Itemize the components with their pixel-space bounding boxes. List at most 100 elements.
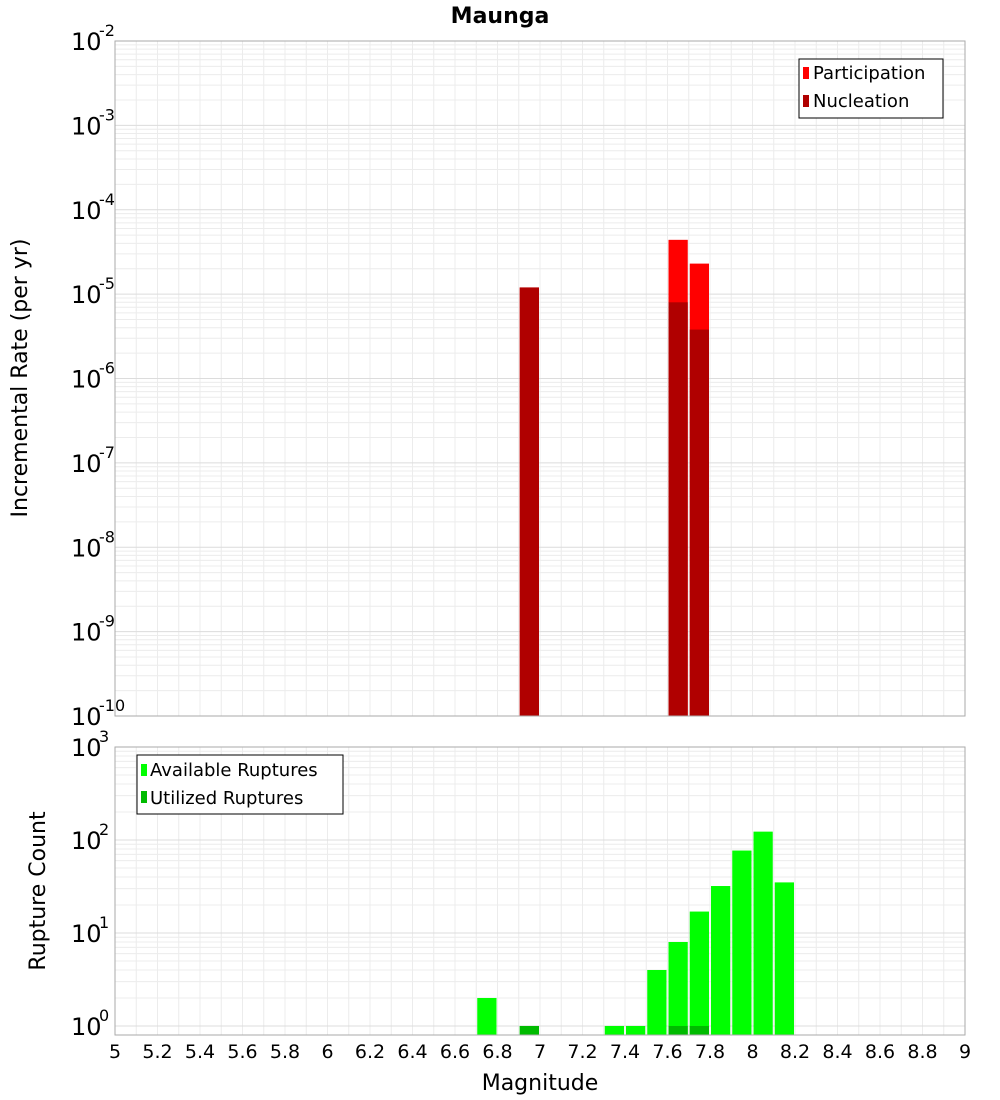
svg-text:-10: -10: [99, 696, 125, 715]
bottom-y-tick-label: 103: [71, 727, 109, 762]
x-tick-label: 6.4: [397, 1041, 427, 1063]
x-axis-ticks: 5 5.2 5.4 5.6 5.8 6 6.2 6.4 6.6 6.8 7 7.2 7.4 7.6 7.8 8…: [109, 1041, 971, 1063]
bottom-legend-box: [136, 754, 344, 815]
svg-text:10: 10: [71, 281, 102, 309]
top-bar-nucleation: [668, 302, 688, 716]
x-tick-label: 7.2: [567, 1041, 597, 1063]
x-tick-label: 5.2: [142, 1041, 172, 1063]
svg-text:10: 10: [71, 450, 102, 478]
top-y-tick-label: 10-9: [71, 612, 115, 647]
top-plot-bars: [519, 239, 709, 716]
bottom-y-tick-label: 102: [71, 820, 109, 855]
svg-text:10: 10: [71, 534, 102, 562]
legend-swatch-utilized-ruptures: [141, 791, 147, 803]
top-plot-grid: [114, 41, 966, 717]
x-tick-label: 8.4: [822, 1041, 852, 1063]
svg-text:-9: -9: [99, 612, 115, 631]
svg-text:-5: -5: [99, 274, 115, 293]
chart-title: Maunga: [451, 4, 550, 29]
top-legend: Participation Nucleation: [798, 58, 944, 119]
bottom-bar-utilized-ruptures: [668, 1025, 688, 1035]
top-y-tick-label: 10-5: [71, 274, 115, 309]
legend-label-participation: Participation: [813, 63, 925, 84]
svg-text:10: 10: [71, 112, 102, 140]
bottom-bar-utilized-ruptures: [519, 1025, 539, 1035]
top-y-tick-label: 10-6: [71, 359, 115, 394]
svg-text:-7: -7: [99, 443, 115, 462]
bottom-y-axis-label: Rupture Count: [26, 811, 51, 971]
bottom-bar-available-ruptures: [689, 911, 709, 1035]
svg-text:0: 0: [99, 1006, 109, 1025]
svg-text:10: 10: [71, 197, 102, 225]
top-y-tick-label: 10-3: [71, 105, 115, 140]
bottom-bar-available-ruptures: [711, 886, 731, 1035]
svg-text:10: 10: [71, 734, 102, 762]
x-tick-label: 7: [534, 1041, 546, 1063]
top-y-tick-label: 10-2: [71, 21, 115, 56]
x-tick-label: 7.8: [695, 1041, 725, 1063]
svg-text:-2: -2: [99, 21, 115, 40]
svg-text:2: 2: [99, 820, 109, 839]
x-tick-label: 6.8: [482, 1041, 512, 1063]
x-tick-label: 8.8: [907, 1041, 937, 1063]
svg-text:10: 10: [71, 28, 102, 56]
legend-swatch-participation: [803, 67, 809, 79]
legend-label-nucleation: Nucleation: [813, 91, 909, 112]
bottom-bar-available-ruptures: [477, 997, 497, 1035]
top-y-axis-label: Incremental Rate (per yr): [8, 239, 33, 518]
x-tick-label: 5.4: [185, 1041, 215, 1063]
svg-text:-4: -4: [99, 190, 115, 209]
bottom-bar-available-ruptures: [626, 1025, 646, 1035]
bottom-bar-available-ruptures: [604, 1025, 624, 1035]
x-tick-label: 6.6: [440, 1041, 470, 1063]
svg-text:-3: -3: [99, 105, 115, 124]
bottom-legend: Available Ruptures Utilized Ruptures: [136, 754, 344, 815]
bottom-y-tick-label: 101: [71, 913, 109, 948]
svg-text:-8: -8: [99, 527, 115, 546]
x-tick-label: 5.8: [270, 1041, 300, 1063]
bottom-plot-bars: [477, 831, 794, 1035]
svg-text:-6: -6: [99, 359, 115, 378]
x-tick-label: 7.6: [652, 1041, 682, 1063]
svg-text:10: 10: [71, 1013, 102, 1041]
svg-text:10: 10: [71, 619, 102, 647]
legend-swatch-nucleation: [803, 95, 809, 107]
top-bar-nucleation: [519, 287, 539, 716]
bottom-bar-available-ruptures: [774, 882, 794, 1035]
top-plot-frame: [114, 40, 966, 717]
x-tick-label: 6.2: [355, 1041, 385, 1063]
bottom-bar-available-ruptures: [668, 942, 688, 1035]
x-axis-label: Magnitude: [482, 1071, 599, 1096]
svg-text:1: 1: [99, 913, 109, 932]
x-tick-label: 8.2: [780, 1041, 810, 1063]
x-tick-label: 7.4: [610, 1041, 640, 1063]
x-tick-label: 6: [321, 1041, 333, 1063]
x-tick-label: 5: [109, 1041, 121, 1063]
legend-label-utilized-ruptures: Utilized Ruptures: [150, 788, 303, 809]
svg-text:10: 10: [71, 920, 102, 948]
bottom-bar-utilized-ruptures: [689, 1025, 709, 1035]
legend-swatch-available-ruptures: [141, 764, 147, 776]
svg-text:3: 3: [99, 727, 109, 746]
bottom-plot-frame: [114, 746, 966, 1036]
bottom-bar-available-ruptures: [647, 969, 667, 1035]
top-y-tick-label: 10-8: [71, 527, 115, 562]
x-tick-label: 8: [746, 1041, 758, 1063]
bottom-bar-available-ruptures: [753, 831, 773, 1035]
svg-text:10: 10: [71, 827, 102, 855]
svg-text:10: 10: [71, 703, 102, 731]
top-y-tick-label: 10-7: [71, 443, 115, 478]
top-y-tick-label: 10-10: [71, 696, 125, 731]
bottom-bar-available-ruptures: [732, 850, 752, 1035]
svg-text:10: 10: [71, 366, 102, 394]
top-y-tick-label: 10-4: [71, 190, 115, 225]
x-tick-label: 5.6: [227, 1041, 257, 1063]
bottom-y-tick-label: 100: [71, 1006, 109, 1041]
top-legend-box: [798, 58, 944, 119]
x-tick-label: 9: [959, 1041, 971, 1063]
x-tick-label: 8.6: [865, 1041, 895, 1063]
